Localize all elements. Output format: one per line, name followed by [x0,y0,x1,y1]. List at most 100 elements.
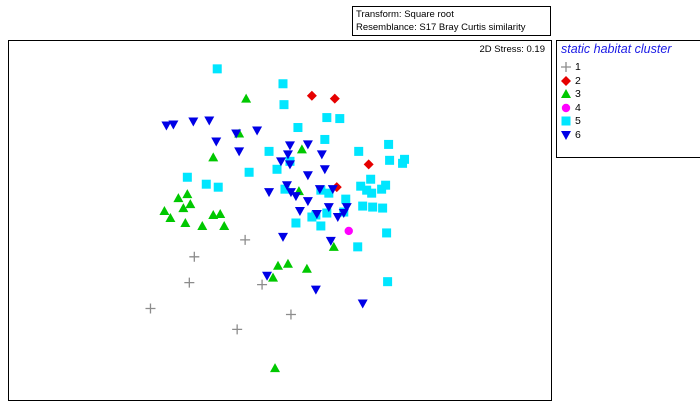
data-point-cluster-6 [302,197,313,207]
data-point-cluster-5 [322,208,332,218]
legend-marker-shape [561,62,571,72]
data-point-cluster-1 [145,303,156,314]
data-point-cluster-6 [284,160,295,170]
data-point-cluster-3 [178,203,189,213]
data-point-cluster-5 [378,203,388,213]
data-point-cluster-6 [284,141,295,151]
data-point-cluster-1 [184,277,195,288]
data-point-cluster-3 [159,206,170,216]
data-point-cluster-3 [273,260,284,270]
data-point-cluster-1 [240,234,251,245]
legend-label: 3 [575,88,581,100]
data-point-cluster-6 [310,285,321,295]
legend-label: 6 [575,128,581,141]
data-point-cluster-6 [161,121,172,131]
data-point-cluster-6 [323,203,334,213]
data-point-cluster-3 [301,263,312,273]
data-point-cluster-5 [382,228,392,238]
data-point-cluster-6 [275,157,286,167]
data-point-cluster-6 [302,171,313,181]
data-point-cluster-5 [293,123,303,133]
data-point-cluster-5 [400,154,410,164]
data-point-cluster-5 [272,164,282,174]
legend-label: 4 [575,101,581,114]
data-point-cluster-5 [316,221,326,231]
data-point-cluster-2 [329,93,340,104]
data-point-cluster-6 [277,232,288,242]
legend-marker-circle [561,103,571,112]
data-point-cluster-5 [291,218,301,228]
data-point-cluster-6 [319,165,330,175]
legend-label: 5 [575,115,581,127]
data-point-cluster-5 [341,194,351,204]
legend-marker-plus [561,62,571,72]
data-point-cluster-5 [368,202,378,212]
data-point-cluster-6 [311,210,322,220]
data-point-cluster-3 [219,220,230,230]
data-point-cluster-1 [285,309,296,320]
data-point-cluster-5 [353,242,363,252]
data-point-cluster-5 [322,113,332,123]
data-point-cluster-6 [282,150,293,160]
data-point-cluster-3 [268,272,279,282]
data-point-cluster-6 [231,129,242,139]
resemblance-label: Resemblance: S17 Bray Curtis similarity [356,22,526,33]
legend-label: 1 [575,61,581,73]
data-point-cluster-5 [213,182,223,192]
data-point-cluster-6 [316,150,327,160]
data-point-cluster-5 [385,155,395,165]
data-point-cluster-3 [185,199,196,209]
data-point-cluster-6 [332,213,343,223]
data-point-cluster-3 [208,152,219,162]
data-point-cluster-3 [215,209,226,219]
data-point-cluster-6 [341,203,352,213]
mds-plot-area: 2D Stress: 0.19 [8,40,552,401]
data-point-cluster-5 [335,114,345,124]
data-point-cluster-5 [201,179,211,189]
transform-label: Transform: Square root [356,9,454,20]
legend-marker-shape [561,130,571,140]
data-point-cluster-6 [314,185,325,195]
data-point-cluster-5 [358,201,368,211]
legend-label: 2 [575,74,581,87]
legend-marker-diamond [561,75,571,86]
data-point-cluster-6 [290,192,301,202]
data-point-cluster-6 [338,209,349,219]
data-point-cluster-3 [241,93,252,103]
data-point-cluster-5 [307,212,317,222]
stress-label: 2D Stress: 0.19 [479,44,545,55]
data-point-cluster-6 [188,117,199,127]
data-point-cluster-6 [211,137,222,147]
data-point-cluster-6 [281,181,292,191]
legend-marker-shape [561,103,571,112]
data-point-cluster-5 [383,277,393,287]
data-point-cluster-5 [324,188,334,198]
data-point-cluster-6 [234,147,245,157]
data-point-cluster-6 [357,299,368,309]
legend-marker-shape [561,116,571,126]
data-point-cluster-6 [285,188,296,198]
data-point-cluster-3 [180,217,191,227]
transform-info-box: Transform: Square root Resemblance: S17 … [352,6,551,36]
data-point-cluster-6 [294,207,305,217]
data-point-cluster-5 [384,139,394,149]
data-point-cluster-3 [182,189,193,199]
data-point-cluster-5 [212,64,222,74]
data-point-cluster-4 [344,226,353,236]
data-point-cluster-3 [173,193,184,203]
data-point-cluster-3 [270,363,281,373]
data-point-cluster-6 [262,271,273,281]
data-point-cluster-6 [252,126,263,136]
scatter-plot [145,64,410,373]
data-point-cluster-5 [264,146,274,156]
data-point-cluster-6 [325,236,336,246]
data-point-cluster-6 [302,140,313,150]
data-point-cluster-3 [208,210,219,220]
legend-marker-triangle-down [561,130,571,140]
data-point-cluster-6 [327,185,338,195]
legend-title: static habitat cluster [561,42,672,56]
data-point-cluster-5 [279,100,289,110]
data-point-cluster-3 [165,213,176,223]
data-point-cluster-5 [362,185,372,195]
